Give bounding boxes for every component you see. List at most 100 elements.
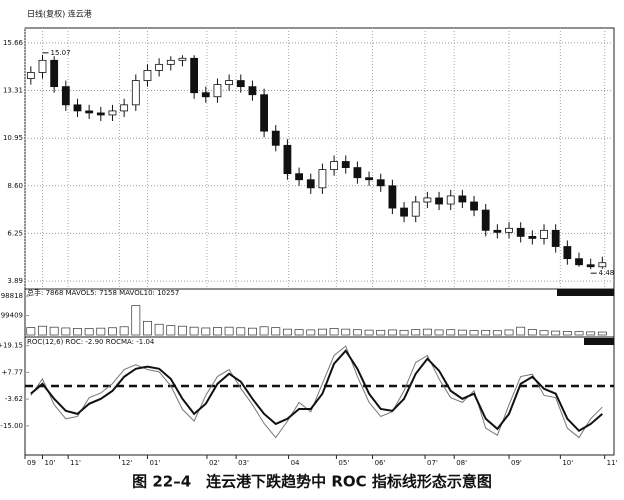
candle-body	[178, 57, 187, 61]
candle-body	[528, 235, 537, 239]
candle-body	[143, 70, 152, 81]
x-tick-label: 04	[291, 459, 300, 467]
candle-body	[260, 94, 268, 132]
candle-body	[96, 112, 105, 116]
candle-body	[330, 161, 338, 171]
candle-body	[411, 201, 420, 217]
volume-bar	[411, 329, 421, 336]
candle-body	[271, 130, 280, 146]
x-tick-label: 09'	[511, 459, 522, 467]
candle-body	[236, 80, 245, 88]
volume-bar	[551, 330, 561, 336]
x-tick-label: 11'	[607, 459, 618, 467]
roc-header: ROC(12,6) ROC: -2.90 ROCMA: -1.04	[27, 338, 155, 346]
volume-bar	[38, 325, 47, 336]
panel-tag	[584, 338, 614, 345]
volume-bar	[154, 323, 164, 336]
candle-body	[376, 179, 385, 187]
volume-bar	[84, 328, 94, 336]
candle-body	[318, 169, 327, 189]
candle-body	[505, 227, 513, 233]
candle-body	[540, 229, 548, 239]
candle-body	[85, 110, 94, 114]
volume-bar	[586, 331, 596, 336]
volume-bar	[119, 326, 129, 336]
candle-body	[353, 167, 362, 179]
candle-body	[225, 80, 234, 86]
candle-body	[248, 86, 257, 96]
y-tick-label: 8.60	[7, 182, 23, 190]
volume-header: 总手: 7868 MAVOL5: 7158 MAVOL10: 10257	[27, 288, 179, 297]
candle-body	[551, 229, 560, 247]
candle-body	[50, 59, 59, 88]
volume-bar	[492, 330, 502, 336]
x-tick-label: 06'	[375, 459, 386, 467]
volume-bar	[317, 328, 327, 336]
volume-bar	[96, 327, 106, 336]
candle-body	[73, 104, 82, 112]
volume-bar	[271, 327, 281, 336]
candle-body	[213, 84, 222, 98]
x-tick-label: 10'	[44, 459, 55, 467]
candle-body	[26, 72, 35, 79]
volume-bar	[446, 329, 456, 336]
candle-body	[563, 246, 572, 260]
volume-bar	[597, 331, 607, 336]
candle-body	[155, 63, 164, 71]
volume-bar	[469, 330, 479, 336]
volume-bar	[341, 328, 351, 336]
volume-bar	[236, 327, 246, 336]
x-tick-label: 03'	[238, 459, 249, 467]
x-tick-label: 02'	[209, 459, 220, 467]
panel-tag	[557, 289, 614, 296]
volume-bar	[213, 327, 222, 336]
volume-bar	[306, 329, 316, 336]
y-tick-label: +19.15	[0, 342, 23, 350]
volume-bar	[224, 326, 234, 336]
candle-body	[295, 173, 303, 181]
candle-body	[166, 59, 175, 65]
volume-bar	[73, 328, 82, 336]
volume-bar	[294, 329, 304, 336]
volume-bar	[248, 327, 257, 336]
candle-body	[423, 197, 432, 203]
candle-body	[108, 110, 117, 116]
y-tick-label: 3.89	[7, 277, 23, 285]
candle-body	[435, 197, 443, 205]
volume-bar	[399, 329, 409, 336]
roc-line	[30, 345, 603, 439]
candle-body	[516, 227, 525, 237]
y-tick-label: +7.77	[2, 368, 23, 376]
volume-bar	[481, 329, 491, 336]
candle-body	[586, 264, 595, 268]
candle-body	[446, 195, 455, 205]
volume-bar	[131, 305, 141, 336]
volume-bar	[201, 327, 211, 336]
candle-body	[201, 92, 210, 98]
candle-body	[131, 80, 140, 106]
candle-body	[38, 59, 47, 73]
candle-body	[341, 161, 350, 168]
volume-bar	[189, 326, 199, 336]
annotation: 15.07	[50, 49, 70, 57]
volume-bar	[457, 329, 467, 336]
volume-bar	[259, 326, 269, 336]
volume-bar	[539, 330, 549, 336]
candle-body	[458, 195, 467, 203]
y-tick-label: -15.00	[0, 422, 23, 430]
volume-bar	[376, 329, 386, 336]
roc-line	[30, 349, 603, 433]
candle-body	[481, 209, 490, 231]
volume-bar	[574, 331, 584, 336]
x-tick-label: 01'	[149, 459, 160, 467]
candle-body	[388, 185, 397, 209]
volume-bar	[352, 329, 362, 336]
y-tick-label: -3.62	[5, 395, 23, 403]
annotation: 4.48	[599, 269, 615, 277]
volume-bar	[562, 331, 572, 336]
y-tick-label: 198818	[0, 292, 23, 300]
y-tick-label: 13.31	[3, 86, 23, 94]
x-tick-label: 05'	[338, 459, 349, 467]
